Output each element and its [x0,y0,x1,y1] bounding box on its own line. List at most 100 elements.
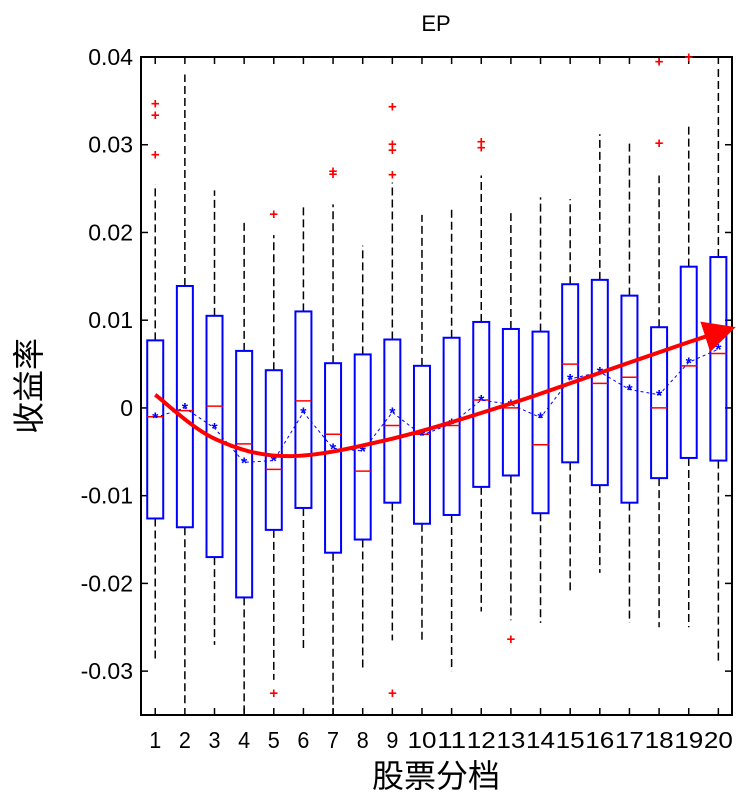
mean-marker: * [508,397,515,414]
box-body [383,338,402,504]
box-body [709,256,728,462]
trend-curve [154,321,736,459]
mean-marker: * [478,393,485,410]
x-tick-label: 11 [437,727,466,753]
box-2 [175,74,194,707]
mean-marker: * [152,411,159,428]
x-axis-label: 股票分档 [372,758,500,794]
x-tick-label: 20 [704,727,733,753]
box-10 [412,214,431,641]
box-body [146,339,165,520]
box-body [590,278,609,487]
outlier-marker: + [477,139,486,156]
box-4 [235,219,254,715]
y-tick-label: 0.03 [88,132,133,158]
mean-marker: * [360,444,367,461]
mean-marker: * [241,455,248,472]
x-tick-label: 12 [467,727,496,753]
outlier-marker: + [388,685,397,702]
x-tick-label: 6 [297,727,309,753]
mean-marker: * [182,401,189,418]
box-body [472,320,491,488]
outlier-marker: + [269,685,278,702]
y-tick-label: -0.01 [81,483,133,509]
x-tick-label: 19 [674,727,703,753]
box-19: + [679,49,698,628]
box-12: ++ [472,133,491,612]
x-tick-label: 3 [209,727,221,753]
box-16 [590,134,609,573]
mean-marker: * [300,405,307,422]
x-tick-label: 7 [327,727,339,753]
box-body [235,349,254,599]
box-body [561,283,580,464]
x-tick-label: 2 [179,727,191,753]
box-9: +++++ [383,98,402,702]
outlier-marker: + [388,136,397,153]
x-tick-label: 8 [357,727,369,753]
mean-marker: * [626,383,633,400]
y-tick-label: 0.04 [88,44,133,70]
x-tick-label: 14 [526,727,555,753]
plot-area [140,56,733,716]
box-body [175,284,194,529]
x-tick-label: 10 [407,727,436,753]
mean-marker: * [448,417,455,434]
box-17 [620,140,639,623]
y-tick-label: -0.03 [81,658,133,684]
mean-marker: * [656,388,663,405]
mean-marker: * [715,342,722,359]
outlier-marker: + [388,167,397,184]
mean-marker: * [211,421,218,438]
box-18: ++ [650,54,669,628]
x-tick-label: 15 [556,727,585,753]
outlier-marker: + [151,107,160,124]
x-tick-label: 17 [615,727,644,753]
y-axis-label: 收益率 [11,338,47,434]
trend-arrow [154,321,736,459]
outlier-marker: + [684,49,693,66]
x-tick-label: 13 [496,727,525,753]
y-tick-label: 0.02 [88,219,133,245]
outlier-marker: + [388,98,397,115]
box-15 [561,199,580,593]
box-body [531,330,550,515]
x-axis: 1 2 3 4 5 6 7 8 9 10 11 12 13 14 15 16 17 18 19 20 [149,57,733,753]
box-20 [709,65,728,663]
x-tick-label: 4 [238,727,250,753]
mean-marker: * [567,372,574,389]
box-body [294,310,313,509]
mean-trend-line [155,348,719,463]
box-body [264,369,283,531]
box-body [620,294,639,504]
x-tick-label: 18 [645,727,674,753]
y-axis: -0.03 -0.02 -0.01 0 0.01 0.02 0.03 0.04 [81,44,732,684]
chart-title: EP [421,11,450,36]
outlier-marker: + [151,96,160,113]
outlier-marker: + [655,54,664,71]
box-1: +++ [146,96,165,663]
box-7: ++ [324,163,343,715]
outlier-marker: + [329,166,338,183]
y-tick-label: -0.02 [81,570,133,596]
mean-marker: * [419,428,426,445]
x-tick-label: 9 [386,727,398,753]
box-6 [294,206,313,650]
box-body [650,326,669,480]
outlier-marker: + [269,206,278,223]
y-tick-label: 0.01 [88,307,133,333]
outlier-marker: + [388,142,397,159]
box-14 [531,197,550,623]
x-tick-label: 16 [585,727,614,753]
outlier-marker: + [507,631,516,648]
box-body [324,362,343,554]
outlier-marker: + [151,147,160,164]
y-tick-label: 0 [120,395,133,421]
box-5: ++ [264,206,283,702]
x-tick-label: 1 [149,727,161,753]
box-body [412,364,431,525]
outlier-marker: + [655,135,664,152]
box-body [679,265,698,459]
outlier-marker: + [477,133,486,150]
